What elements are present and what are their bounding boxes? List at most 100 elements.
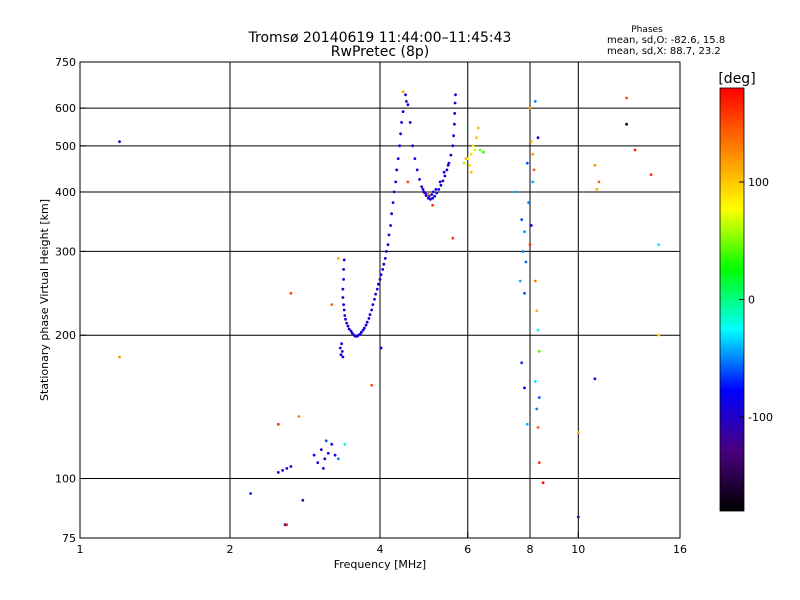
y-tick-label: 750 xyxy=(55,56,76,69)
data-point xyxy=(421,188,425,191)
data-point xyxy=(418,178,421,181)
data-point xyxy=(411,144,414,148)
data-point xyxy=(535,309,539,313)
data-point xyxy=(285,523,289,527)
data-point xyxy=(373,297,376,301)
data-point xyxy=(370,383,374,387)
data-point xyxy=(396,157,400,161)
data-point xyxy=(281,469,284,472)
data-point xyxy=(524,260,528,264)
data-point xyxy=(118,355,121,359)
data-point xyxy=(525,161,529,165)
data-point xyxy=(423,191,427,195)
data-point xyxy=(430,193,434,196)
data-point xyxy=(523,386,526,390)
data-point xyxy=(374,292,377,296)
data-point xyxy=(657,243,661,247)
data-point xyxy=(541,481,545,485)
x-tick-label: 8 xyxy=(527,543,534,556)
data-point xyxy=(343,442,347,446)
data-point xyxy=(597,180,601,184)
data-point xyxy=(404,93,407,97)
data-point xyxy=(657,333,661,337)
grid-horizontal-lines xyxy=(80,107,680,480)
colorbar-tick-label: 0 xyxy=(748,294,755,307)
data-point xyxy=(330,303,334,306)
data-point xyxy=(338,346,342,350)
data-point xyxy=(337,257,340,260)
y-tick-label: 200 xyxy=(55,329,76,342)
data-point xyxy=(531,180,535,184)
data-point xyxy=(523,230,526,234)
data-point xyxy=(443,174,447,178)
data-point xyxy=(452,134,455,138)
data-point xyxy=(476,126,480,130)
colorbar-tick-label: -100 xyxy=(748,411,773,424)
data-point xyxy=(341,355,345,359)
data-point xyxy=(527,201,530,205)
y-tick-label: 400 xyxy=(55,186,76,199)
data-point xyxy=(301,498,305,502)
data-point xyxy=(345,321,349,325)
data-point xyxy=(478,148,482,152)
data-point xyxy=(405,100,408,103)
data-point xyxy=(368,313,372,316)
data-point xyxy=(346,324,350,328)
data-point xyxy=(406,180,410,184)
data-point xyxy=(625,122,628,126)
stats-heading: Phases xyxy=(631,25,663,35)
data-point xyxy=(390,212,393,216)
data-point xyxy=(323,457,327,461)
y-axis-ticks: 75 100 200 300 400 500 600 750 xyxy=(55,56,86,545)
data-point xyxy=(535,407,539,411)
y-axis-label: Stationary phase Virtual Height [km] xyxy=(38,199,51,401)
data-point xyxy=(462,161,466,165)
data-point xyxy=(453,101,457,105)
data-point xyxy=(433,194,437,198)
data-point xyxy=(297,415,301,418)
data-point xyxy=(385,250,388,253)
data-point xyxy=(387,233,391,237)
data-point xyxy=(285,467,289,470)
data-point xyxy=(367,317,371,320)
data-point xyxy=(249,492,253,495)
data-point xyxy=(451,236,455,240)
data-point xyxy=(118,140,121,144)
data-point xyxy=(649,173,653,177)
data-point xyxy=(523,291,526,295)
data-point xyxy=(537,396,541,399)
data-point xyxy=(342,278,345,281)
data-point xyxy=(439,183,443,187)
data-point xyxy=(352,333,356,337)
data-point xyxy=(437,188,441,191)
x-tick-label: 2 xyxy=(227,543,234,556)
data-point xyxy=(361,328,365,332)
y-tick-label: 500 xyxy=(55,140,76,153)
data-point xyxy=(330,442,334,446)
data-point xyxy=(469,170,473,174)
data-point xyxy=(525,422,529,426)
data-point xyxy=(371,303,375,306)
data-point xyxy=(537,461,541,464)
data-point xyxy=(533,100,537,103)
x-tick-label: 6 xyxy=(464,543,471,556)
data-point xyxy=(633,148,637,152)
x-tick-label: 10 xyxy=(571,543,585,556)
data-point xyxy=(379,273,383,277)
data-point xyxy=(536,136,540,140)
data-point xyxy=(468,163,471,167)
data-point xyxy=(395,168,399,172)
data-point xyxy=(520,218,524,222)
data-point xyxy=(342,258,346,262)
data-point xyxy=(432,190,435,194)
data-point xyxy=(322,467,325,470)
data-point xyxy=(392,190,396,194)
data-point xyxy=(445,168,449,172)
data-point xyxy=(531,152,535,156)
data-point xyxy=(520,361,524,365)
data-point xyxy=(429,197,432,201)
data-point xyxy=(449,153,453,157)
data-point xyxy=(379,346,383,350)
data-point xyxy=(342,268,345,271)
